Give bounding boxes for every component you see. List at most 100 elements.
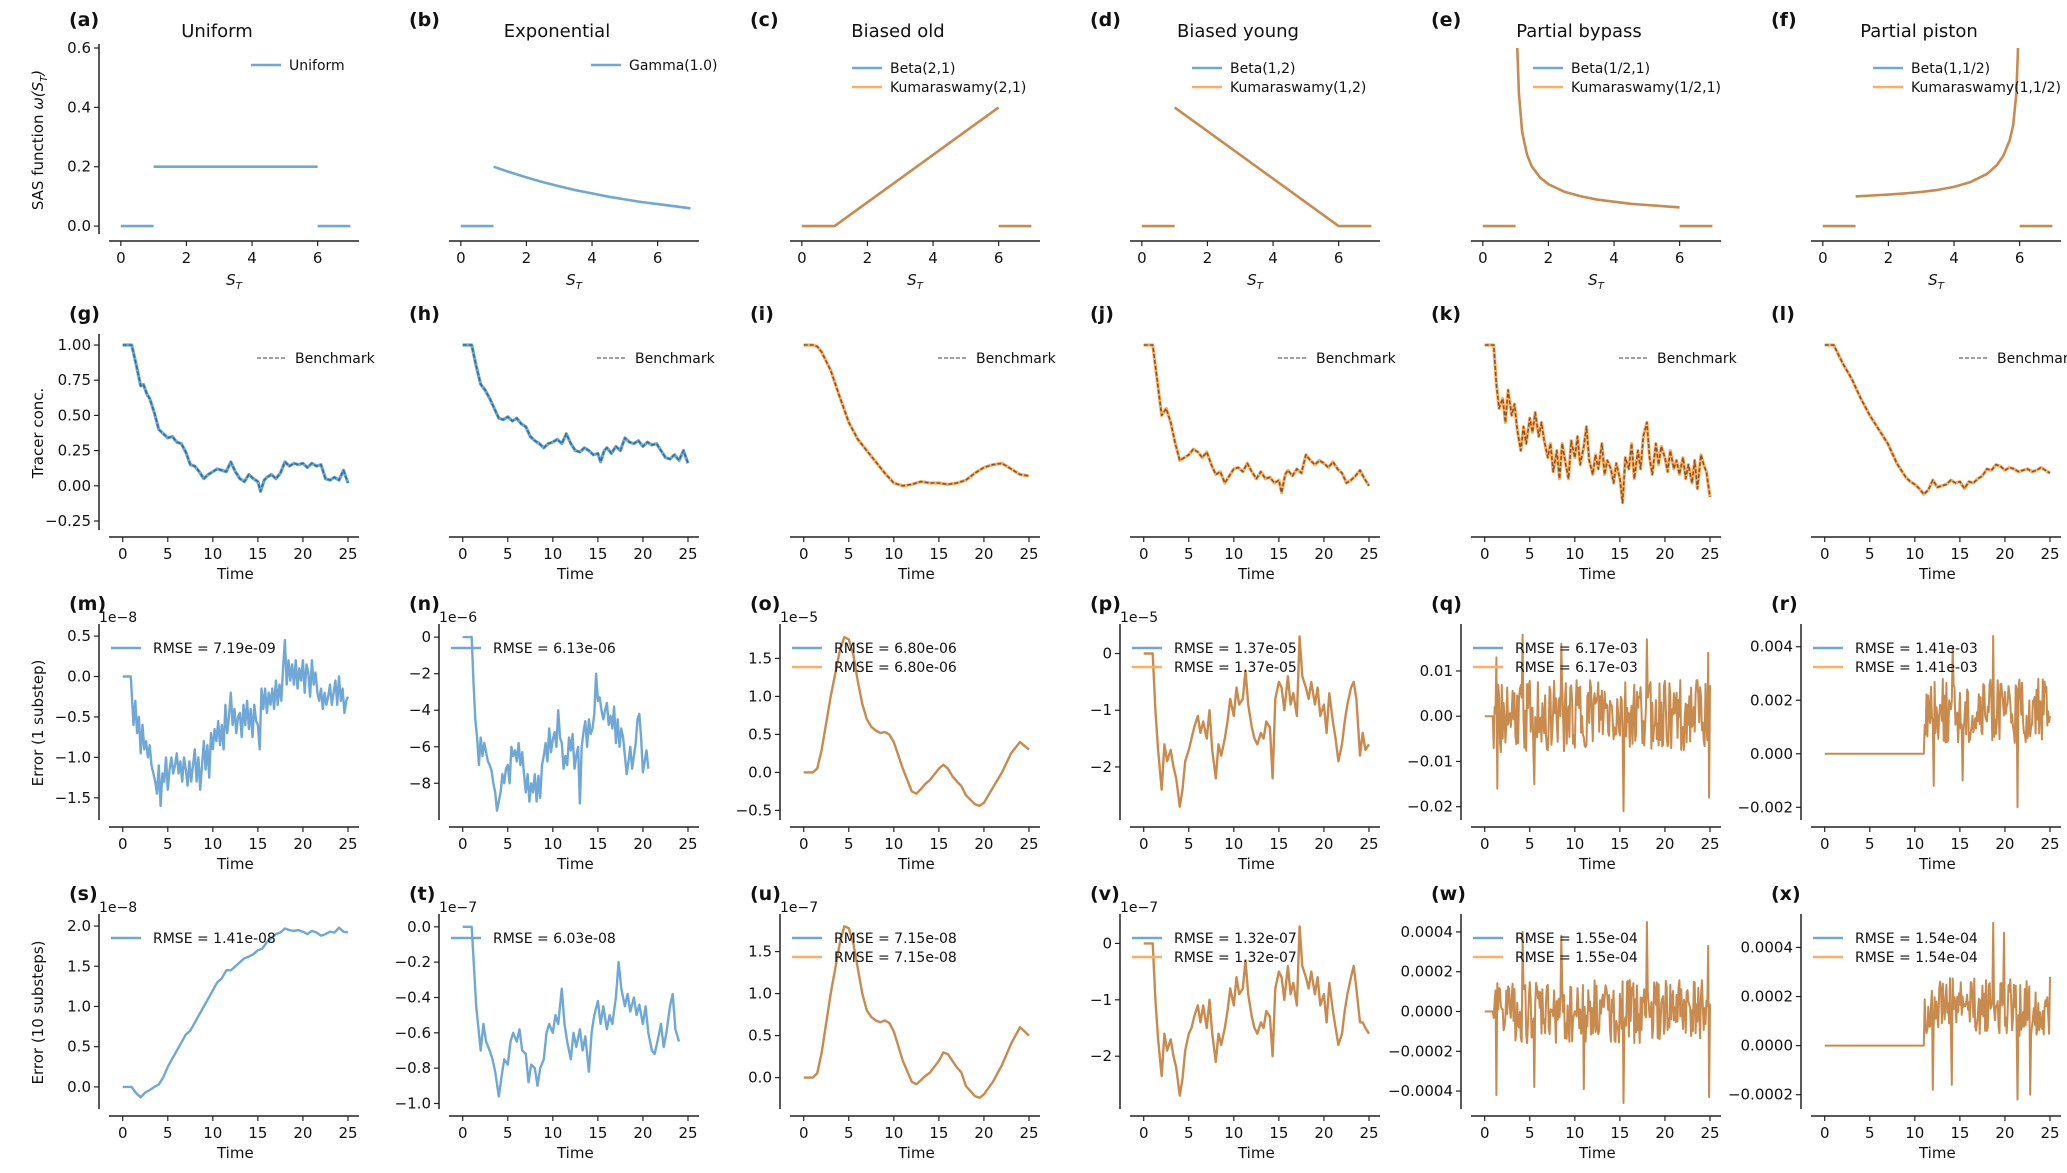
x-tick-label: 25 xyxy=(2040,545,2059,563)
y-tick-label: 0.5 xyxy=(67,627,91,645)
legend: RMSE = 6.03e-08 xyxy=(451,931,616,947)
panel-label: (c) xyxy=(750,9,779,31)
x-tick-label: 5 xyxy=(1865,1124,1875,1142)
y-tick-label: −0.6 xyxy=(395,1024,431,1042)
x-tick-label: 15 xyxy=(929,1124,948,1142)
model-line xyxy=(1143,343,1371,495)
panel-label: (r) xyxy=(1771,593,1798,615)
legend-label-0: Benchmark xyxy=(976,351,1057,367)
legend: RMSE = 1.41e-08 xyxy=(111,931,276,947)
data-layer xyxy=(1822,47,2053,228)
panel-label: (k) xyxy=(1431,303,1461,325)
x-tick-label: 25 xyxy=(678,545,697,563)
panel-label: (g) xyxy=(69,303,100,325)
y-tick-label: −0.002 xyxy=(1737,798,1793,816)
x-tick-label: 2 xyxy=(1544,249,1554,267)
x-tick-label: 0 xyxy=(1818,249,1828,267)
x-tick-label: 0 xyxy=(458,835,468,853)
x-tick-label: 10 xyxy=(1224,835,1243,853)
x-tick-label: 25 xyxy=(678,835,697,853)
x-tick-label: 25 xyxy=(1700,1124,1719,1142)
panel-label: (f) xyxy=(1771,9,1797,31)
x-tick-label: 5 xyxy=(1184,835,1194,853)
y-tick-label: 0.00 xyxy=(1420,707,1453,725)
legend-label-0: RMSE = 7.19e-09 xyxy=(153,641,276,657)
axis-scale-offset: 1e−8 xyxy=(99,900,137,916)
x-axis-label: Time xyxy=(897,1144,935,1162)
axis-scale-offset: 1e−5 xyxy=(1120,610,1158,626)
data-layer xyxy=(801,106,1032,228)
x-tick-label: 15 xyxy=(248,1124,267,1142)
legend-label-0: Uniform xyxy=(289,58,345,74)
panel-label: (d) xyxy=(1090,9,1121,31)
x-tick-label: 15 xyxy=(1950,835,1969,853)
x-tick-label: 25 xyxy=(1019,545,1038,563)
x-tick-label: 20 xyxy=(1655,1124,1674,1142)
x-tick-label: 0 xyxy=(456,249,466,267)
axis-scale-offset: 1e−8 xyxy=(99,610,137,626)
legend-label-0: Benchmark xyxy=(1997,351,2067,367)
panel-j: (j) 0 5 10 15 20 25 Time Benchmark xyxy=(1090,303,1397,583)
legend-label-1: RMSE = 6.80e-06 xyxy=(834,660,957,676)
panel-h: (h) 0 5 10 15 20 25 Time Benchmark xyxy=(409,303,716,583)
y-tick-label: −0.0004 xyxy=(1388,1082,1453,1100)
legend-label-0: RMSE = 1.41e-08 xyxy=(153,931,276,947)
x-tick-label: 15 xyxy=(588,835,607,853)
error-line xyxy=(1824,921,2051,1101)
panel-label: (n) xyxy=(409,593,440,615)
panel-label: (o) xyxy=(750,593,780,615)
y-axis-label: Error (10 substeps) xyxy=(29,941,47,1085)
model-line xyxy=(1824,343,2051,496)
x-tick-label: 0 xyxy=(1137,249,1147,267)
x-tick-label: 6 xyxy=(2015,249,2025,267)
x-axis-label: Time xyxy=(216,565,254,583)
x-tick-label: 25 xyxy=(1700,545,1719,563)
y-tick-label: 0.5 xyxy=(67,1038,91,1056)
x-tick-label: 20 xyxy=(633,1124,652,1142)
x-axis-label: Time xyxy=(1237,1144,1275,1162)
error-line xyxy=(803,925,1030,1099)
y-tick-label: 0.0002 xyxy=(1741,988,1794,1006)
y-tick-label: 0.4 xyxy=(67,98,91,116)
x-tick-label: 5 xyxy=(1525,545,1535,563)
data-layer xyxy=(1141,106,1372,228)
legend-label-0: RMSE = 6.17e-03 xyxy=(1515,641,1638,657)
error-line xyxy=(122,638,350,808)
y-tick-label: −0.25 xyxy=(45,512,91,530)
x-tick-label: 25 xyxy=(338,835,357,853)
error-line xyxy=(1143,635,1371,808)
y-tick-label: 0.0 xyxy=(67,217,91,235)
panel-label: (x) xyxy=(1771,883,1801,905)
legend-label-0: RMSE = 7.15e-08 xyxy=(834,931,957,947)
panel-label: (m) xyxy=(69,593,106,615)
legend-label-0: RMSE = 1.32e-07 xyxy=(1174,931,1297,947)
x-tick-label: 10 xyxy=(1905,1124,1924,1142)
x-tick-label: 25 xyxy=(2040,1124,2059,1142)
x-axis-label: Time xyxy=(556,855,594,873)
panel-label: (q) xyxy=(1431,593,1462,615)
y-tick-label: −0.5 xyxy=(736,801,772,819)
legend-label-1: RMSE = 1.32e-07 xyxy=(1174,950,1297,966)
y-tick-label: 0.0 xyxy=(748,1069,772,1087)
data-layer xyxy=(462,343,690,464)
y-axis-label: Error (1 substep) xyxy=(29,660,47,787)
panel-label: (s) xyxy=(69,883,98,905)
data-layer xyxy=(460,165,691,228)
x-axis-label: ST xyxy=(226,271,243,292)
y-tick-label: 0.0002 xyxy=(1401,963,1454,981)
legend-label-1: RMSE = 1.55e-04 xyxy=(1515,950,1638,966)
x-tick-label: 15 xyxy=(1269,1124,1288,1142)
legend-label-0: Benchmark xyxy=(635,351,716,367)
legend-label-0: RMSE = 1.37e-05 xyxy=(1174,641,1297,657)
x-tick-label: 0 xyxy=(458,1124,468,1142)
data-layer xyxy=(1143,343,1371,495)
x-tick-label: 25 xyxy=(338,1124,357,1142)
y-tick-label: 0 xyxy=(1102,934,1112,952)
x-tick-label: 4 xyxy=(1609,249,1619,267)
legend-label-0: RMSE = 6.80e-06 xyxy=(834,641,957,657)
y-tick-label: 0.50 xyxy=(58,406,91,424)
x-tick-label: 20 xyxy=(1314,545,1333,563)
x-axis-label: Time xyxy=(216,1144,254,1162)
panel-label: (j) xyxy=(1090,303,1114,325)
x-tick-label: 15 xyxy=(1950,1124,1969,1142)
